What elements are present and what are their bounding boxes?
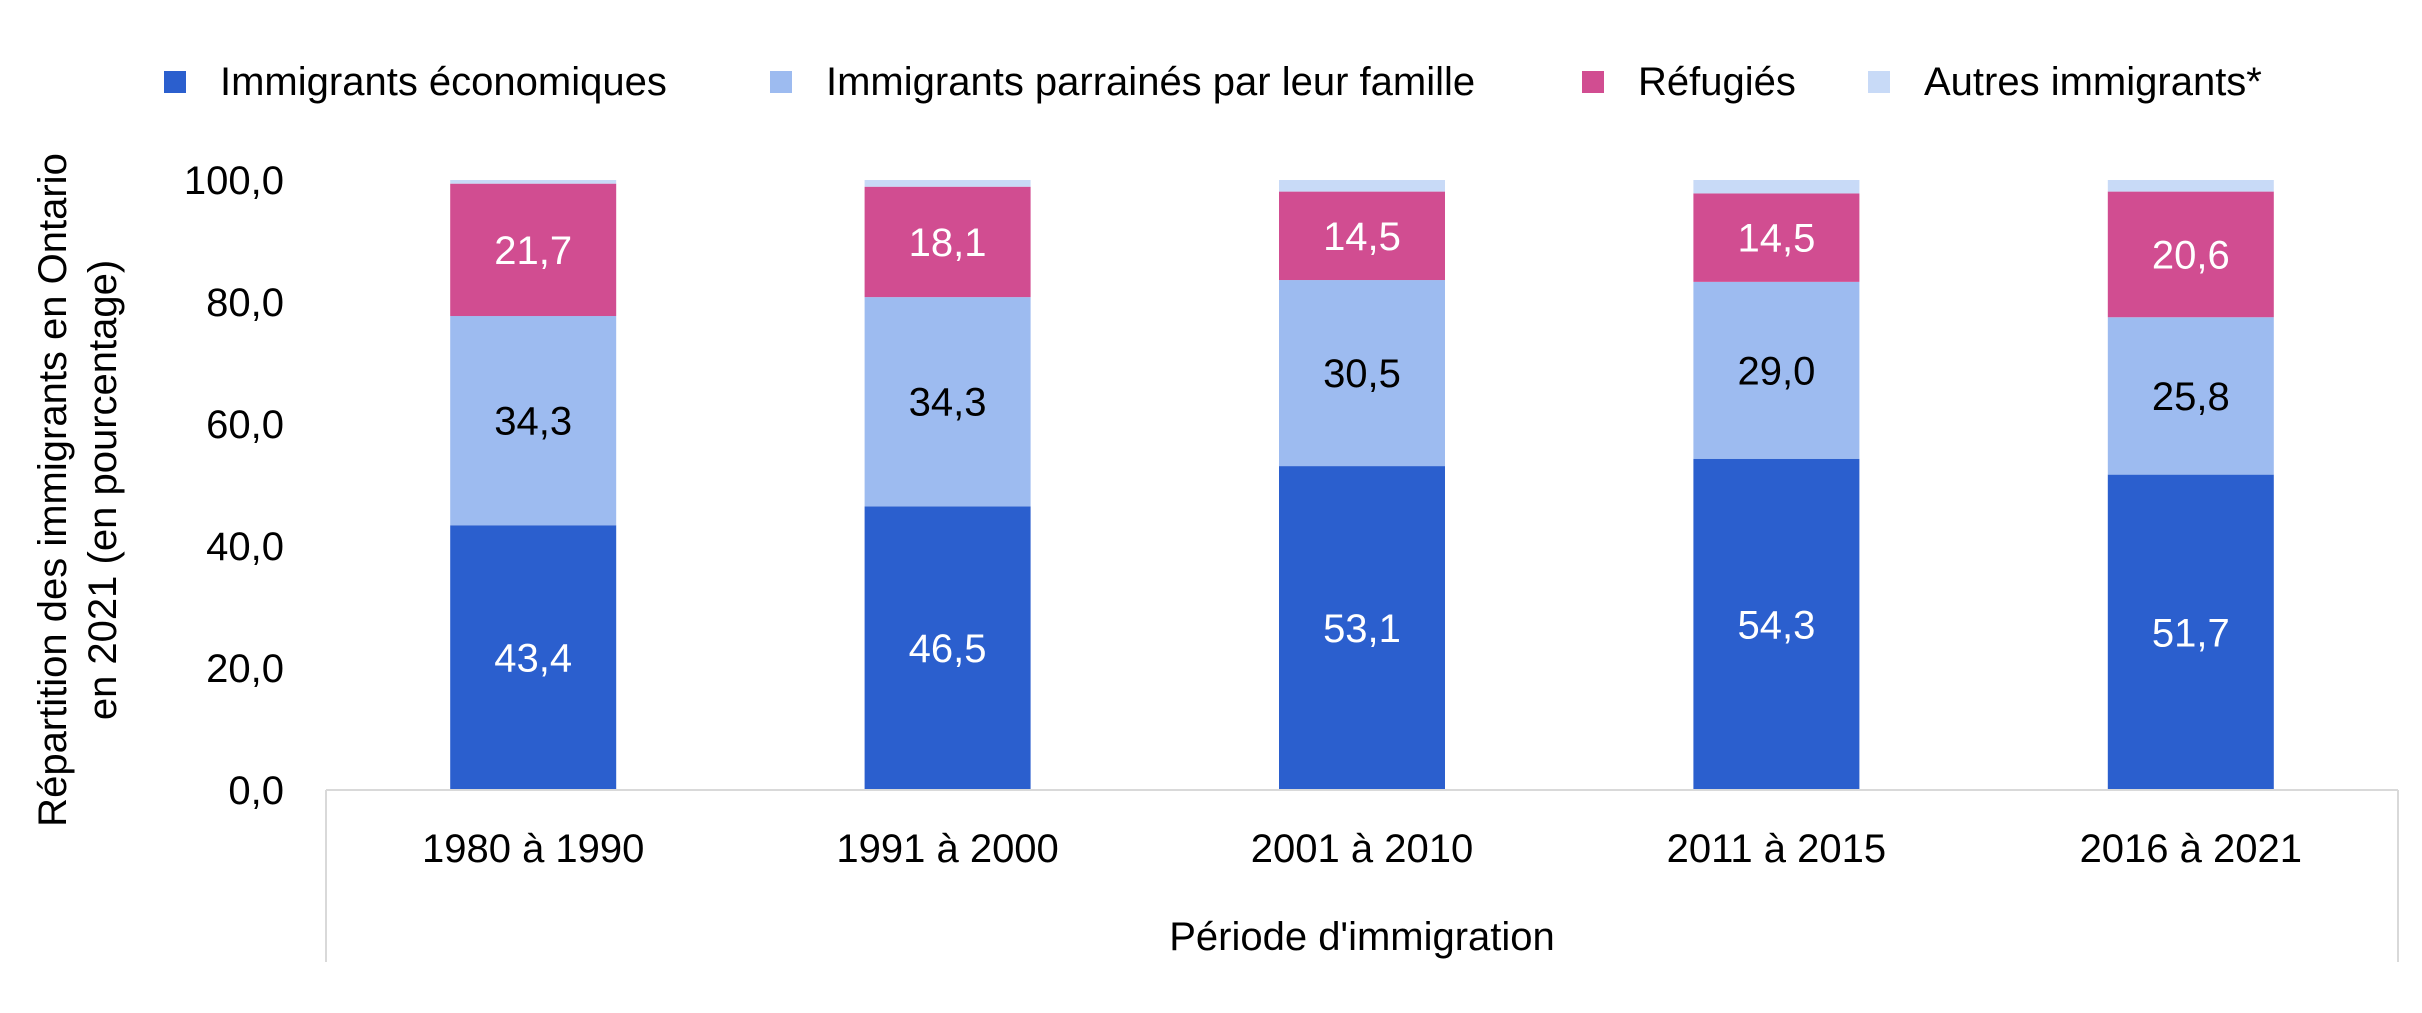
data-label: 21,7: [494, 229, 572, 273]
data-label: 30,5: [1323, 352, 1401, 396]
legend-item: Réfugiés: [1582, 60, 1796, 104]
data-label: 34,3: [909, 381, 987, 425]
bar-stack: 46,5 34,3 18,1: [864, 180, 1031, 790]
bar-segment: [2107, 474, 2274, 790]
plot-area: 43,434,321,746,534,318,153,130,514,554,3…: [450, 180, 2274, 790]
x-tick-label: 2016 à 2021: [2080, 827, 2302, 871]
bar-segment: [2107, 180, 2274, 192]
y-tick-label: 40,0: [206, 525, 284, 569]
y-tick-label: 0,0: [228, 769, 284, 813]
bar-segment: [1279, 191, 1445, 281]
y-tick-label: 60,0: [206, 403, 284, 447]
bar-segment: [450, 180, 617, 184]
bar-segment: [1693, 180, 1860, 194]
data-label: 14,5: [1323, 215, 1401, 259]
legend-swatch: [164, 71, 186, 93]
data-label: 53,1: [1323, 607, 1401, 651]
bar-stack: 51,7 25,8 20,6: [2107, 180, 2274, 790]
data-label: 46,5: [909, 627, 987, 671]
bar-segment: [864, 186, 1031, 298]
data-label: 29,0: [1737, 349, 1815, 393]
bar-segment: [2107, 317, 2274, 475]
y-axis-title: Répartition des immigrants en Ontario en …: [31, 153, 125, 827]
legend: Immigrants économiques Immigrants parrain…: [164, 60, 2262, 104]
data-label: 54,3: [1737, 603, 1815, 647]
legend-label: Immigrants économiques: [220, 60, 667, 104]
data-label: 34,3: [494, 400, 572, 444]
x-axis-title: Période d'immigration: [1169, 915, 1555, 959]
bar-segment: [864, 180, 1031, 187]
legend-swatch: [1868, 71, 1890, 93]
y-tick-label: 80,0: [206, 281, 284, 325]
data-label: 51,7: [2152, 611, 2230, 655]
bar-stack: 53,1 30,5 14,5: [1279, 180, 1445, 790]
y-tick-label: 100,0: [184, 159, 284, 203]
legend-item: Immigrants parrainés par leur famille: [770, 60, 1475, 104]
x-tick-label: 1991 à 2000: [836, 827, 1058, 871]
bar-segment: [450, 183, 617, 317]
y-axis-title-line: Répartition des immigrants en Ontario: [31, 153, 75, 827]
legend-label: Autres immigrants*: [1924, 60, 2262, 104]
data-label: 43,4: [494, 637, 572, 681]
x-tick-label: 1980 à 1990: [422, 827, 644, 871]
y-axis-title-line: en 2021 (en pourcentage): [81, 260, 125, 720]
data-label: 25,8: [2152, 375, 2230, 419]
bar-segment: [450, 316, 617, 526]
bar-segment: [864, 297, 1031, 507]
legend-item: Immigrants économiques: [164, 60, 667, 104]
bar-segment: [450, 525, 617, 790]
legend-label: Immigrants parrainés par leur famille: [826, 60, 1475, 104]
data-label: 18,1: [909, 221, 987, 265]
bar-segment: [1279, 280, 1445, 467]
bar-segment: [2107, 191, 2274, 318]
x-tick-label: 2001 à 2010: [1251, 827, 1473, 871]
x-tick-label: 2011 à 2015: [1667, 827, 1886, 871]
y-axis: 0,0 20,0 40,0 60,0 80,0 100,0: [184, 159, 284, 813]
data-label: 14,5: [1737, 217, 1815, 261]
legend-label: Réfugiés: [1638, 60, 1796, 104]
bar-segment: [1279, 180, 1445, 192]
data-label: 20,6: [2152, 233, 2230, 277]
legend-swatch: [770, 71, 792, 93]
bar-segment: [1279, 466, 1445, 790]
legend-item: Autres immigrants*: [1868, 60, 2262, 104]
bar-segment: [1693, 281, 1860, 459]
bar-segment: [1693, 193, 1860, 282]
bar-stack: 54,3 29,0 14,5: [1693, 180, 1860, 790]
y-tick-label: 20,0: [206, 647, 284, 691]
legend-swatch: [1582, 71, 1604, 93]
bar-stack: 43,4 34,3 21,7: [450, 180, 617, 790]
bar-segment: [1693, 458, 1860, 790]
x-axis: 1980 à 1990 1991 à 2000 2001 à 2010 2011 à …: [325, 789, 2399, 962]
bar-segment: [864, 506, 1031, 790]
